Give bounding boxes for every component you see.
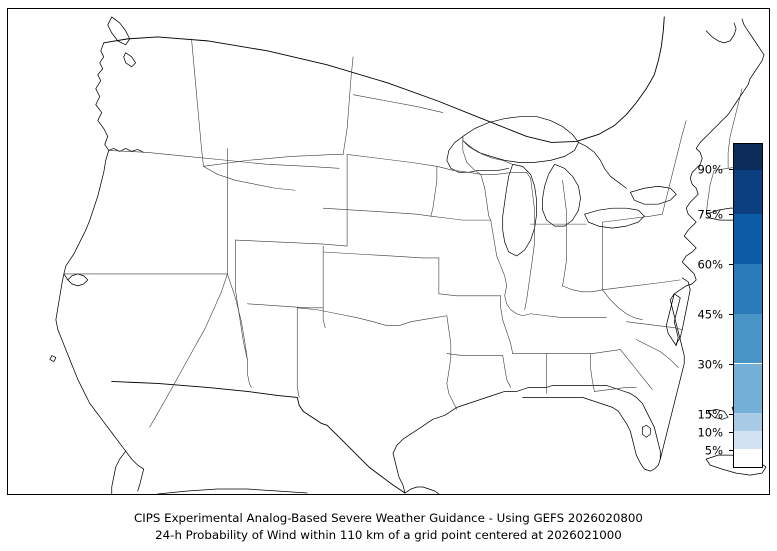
state-border-tn-ms-al-ga [512, 349, 621, 354]
mexico-gulf-coast [404, 486, 440, 494]
state-border-ga-fl [594, 387, 637, 392]
lake-okeechobee [641, 424, 651, 438]
caption-line-1: CIPS Experimental Analog-Based Severe We… [134, 511, 643, 525]
mexico-south-edge [157, 488, 308, 494]
state-border-mn-wi [462, 136, 482, 175]
state-border-la-ms [502, 355, 511, 388]
florida-peninsula [522, 385, 661, 472]
state-border-oh-wv-pa [562, 285, 603, 293]
cb-segment-10-15 [734, 413, 762, 432]
cb-segment-75-90 [734, 170, 762, 215]
cuba [705, 454, 767, 476]
us-west-coast [55, 150, 145, 470]
olympic-peninsula [108, 148, 145, 153]
cb-segment-90-100 [734, 144, 762, 171]
state-border-nd-sd [352, 94, 444, 113]
state-border-mn-ia [436, 166, 482, 175]
state-border-wy-co [235, 239, 348, 247]
vancouver-island [107, 16, 131, 46]
state-border-mi-wi [462, 140, 513, 165]
state-border-ia-mo [430, 215, 492, 221]
state-border-pa-ny [602, 213, 663, 223]
us-mexico-border [111, 381, 406, 494]
new-england-coast [705, 18, 765, 56]
state-border-ny-vt-ma [661, 120, 687, 215]
state-border-ca-nv [149, 273, 228, 428]
state-border-pa-md-de [602, 279, 681, 291]
state-border-wa-or [108, 150, 340, 169]
cb-segment-5-10 [734, 431, 762, 450]
state-border-id-wa-or [191, 38, 296, 191]
state-border-ut-co [235, 239, 248, 360]
state-border-il-in [524, 178, 535, 311]
cb-segment-0-5 [734, 449, 762, 467]
caption-line-2: 24-h Probability of Wind within 110 km o… [155, 528, 622, 542]
cb-segment-60-75 [734, 214, 762, 264]
state-border-wv-va [602, 289, 643, 321]
state-border-nm-co [247, 303, 324, 309]
state-border-wi-il [480, 172, 531, 179]
state-border-va-nc [626, 321, 683, 330]
delmarva-peninsula [675, 277, 691, 344]
state-border-al-ga [590, 353, 595, 392]
state-border-mt-nd-sd [342, 56, 354, 155]
state-border-mo-ar [438, 293, 502, 297]
cb-segment-45-60 [734, 264, 762, 314]
state-border-mo-il-ky [504, 295, 531, 317]
state-border-mt-id-wy [203, 154, 344, 167]
state-border-ky-tn [530, 313, 607, 319]
figure-caption: CIPS Experimental Analog-Based Severe We… [0, 510, 777, 544]
state-border-ne-wy-sd-extra [430, 166, 438, 217]
state-border-ut-az [227, 273, 248, 360]
atlantic-coast [659, 54, 765, 460]
state-border-ny-ct-ma [705, 170, 715, 215]
lake-ontario [630, 185, 677, 205]
great-lakes-north-shore [446, 136, 627, 189]
baja-california [111, 450, 145, 494]
state-border-az-nm [247, 359, 252, 388]
lake-huron [542, 164, 581, 227]
state-border-nc-sc [636, 339, 679, 368]
state-border-sd-ne [346, 154, 438, 167]
state-border-nm-tx [296, 307, 300, 398]
state-border-in-oh [562, 179, 567, 287]
state-border-ar-tn-mo [500, 295, 513, 354]
state-border-ne-ks [322, 207, 432, 217]
lake-michigan [502, 164, 537, 257]
channel-islands [49, 355, 57, 362]
pacific-northwest-coast [95, 42, 110, 151]
map-plot-area[interactable] [7, 8, 770, 495]
state-border-ks-ok [322, 251, 440, 259]
chesapeake-bay [665, 293, 681, 346]
cb-segment-30-45 [734, 313, 762, 364]
state-border-ok-tx [296, 307, 448, 326]
state-border-tx-la [446, 315, 458, 410]
lake-erie [584, 207, 645, 229]
map-geography [49, 16, 767, 494]
puget-sound-islands [123, 52, 137, 68]
us-canada-border [103, 16, 665, 143]
state-border-ia-il [480, 174, 507, 297]
state-border-ar-la [446, 353, 503, 356]
lake-superior [462, 116, 579, 163]
gulf-coast [392, 385, 607, 494]
cb-segment-15-30 [734, 363, 762, 414]
probability-colorbar[interactable] [733, 143, 763, 468]
state-border-sc-ga [620, 349, 653, 390]
state-border-tx-ok-panhandle [322, 307, 326, 328]
